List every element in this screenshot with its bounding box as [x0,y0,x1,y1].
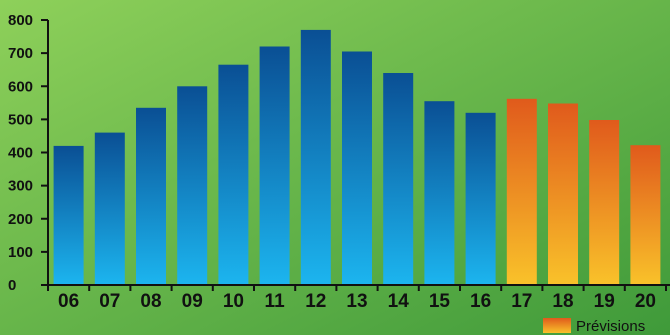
x-tick-label: 13 [346,291,367,312]
bar-15 [424,101,455,285]
y-tick-label: 300 [8,178,33,195]
bar-14 [383,73,414,285]
bar-12 [300,29,331,286]
x-tick-label: 09 [182,291,203,312]
x-tick-label: 15 [429,291,451,312]
bar-20 [630,145,661,285]
y-tick-label: 600 [8,78,33,95]
y-tick-label: 100 [8,244,33,261]
x-tick-label: 20 [635,291,656,312]
y-tick-label: 800 [8,12,33,29]
axes-group [41,19,670,291]
x-tick-label: 17 [511,291,532,312]
bars-group [53,29,661,286]
x-tick-label: 12 [305,291,326,312]
x-tick-label: 10 [223,291,244,312]
bar-16 [465,112,496,286]
y-tick-label: 200 [8,211,33,228]
bar-17 [506,98,537,285]
legend-swatch [543,318,571,333]
bar-13 [342,51,372,285]
bar-11 [259,46,290,285]
x-tick-label: 14 [388,291,410,312]
bar-18 [548,103,578,285]
x-tick-label: 16 [470,291,491,312]
bar-07 [94,132,125,285]
x-tick-label: 11 [265,291,286,312]
y-tick-label: 700 [8,45,33,62]
x-tick-label: 07 [99,291,120,312]
legend: Prévisions [543,318,645,335]
x-tick-label: 19 [594,291,615,312]
x-tick-label: 06 [58,291,79,312]
y-tick-label: 0 [8,277,16,294]
bar-08 [136,107,166,285]
labels-group: 0 100 200 300 400 500 600 700 800 06 07 08 09 10 11 12 1… [8,12,656,312]
bar-10 [218,64,249,285]
bar-19 [589,120,620,285]
legend-label: Prévisions [576,318,645,335]
bar-09 [177,86,208,286]
x-tick-label: 18 [552,291,573,312]
y-tick-label: 400 [8,145,33,162]
bar-06 [53,145,84,285]
x-tick-label: 08 [140,291,161,312]
y-tick-label: 500 [8,111,33,128]
